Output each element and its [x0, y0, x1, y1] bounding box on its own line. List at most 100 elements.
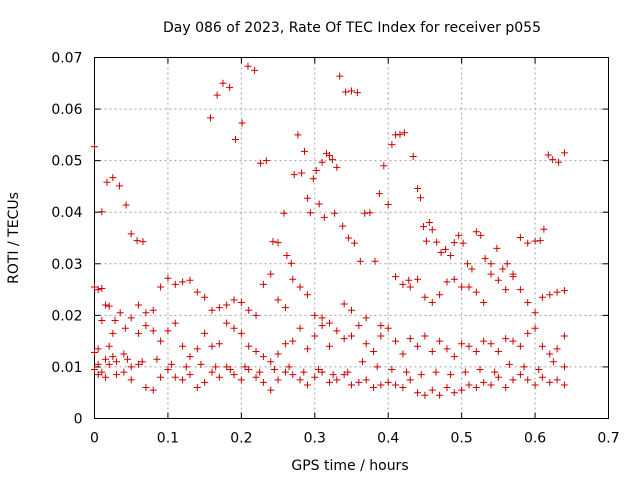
data-point: [103, 178, 111, 186]
data-point: [436, 391, 444, 399]
data-point: [256, 159, 264, 167]
data-point: [355, 322, 363, 330]
data-point: [432, 368, 440, 376]
data-point: [98, 317, 106, 325]
data-point: [536, 237, 544, 245]
data-point: [138, 358, 146, 366]
data-point: [333, 376, 341, 384]
data-point: [223, 363, 231, 371]
data-point: [480, 337, 488, 345]
data-point: [315, 200, 323, 208]
data-point: [193, 384, 201, 392]
data-point: [301, 147, 309, 155]
data-point: [311, 373, 319, 381]
data-point: [318, 322, 326, 330]
data-point: [560, 149, 568, 157]
data-point: [164, 366, 172, 374]
data-point: [450, 389, 458, 397]
data-point: [516, 371, 524, 379]
data-point: [329, 371, 337, 379]
data-point: [238, 119, 246, 127]
data-point: [549, 156, 557, 164]
data-point: [414, 275, 422, 283]
data-point: [245, 342, 253, 350]
data-point: [494, 276, 502, 284]
data-point: [283, 252, 291, 260]
y-tick-label: 0.05: [51, 154, 82, 170]
data-point: [300, 368, 308, 376]
data-point: [164, 327, 172, 335]
data-point: [377, 381, 385, 389]
data-point: [245, 306, 253, 314]
data-point: [491, 368, 499, 376]
data-point: [531, 381, 539, 389]
data-point: [223, 301, 231, 309]
data-points: [91, 62, 568, 399]
data-point: [487, 260, 495, 268]
data-point: [399, 350, 407, 358]
data-point: [333, 327, 341, 335]
data-point: [458, 340, 466, 348]
data-point: [325, 378, 333, 386]
data-point: [340, 300, 348, 308]
data-point: [406, 376, 414, 384]
data-point: [120, 350, 128, 358]
data-point: [318, 158, 326, 166]
data-point: [252, 347, 260, 355]
data-point: [318, 314, 326, 322]
data-point: [509, 376, 517, 384]
data-point: [384, 378, 392, 386]
data-point: [405, 276, 413, 284]
data-point: [472, 347, 480, 355]
data-point: [320, 213, 328, 221]
data-point: [546, 291, 554, 299]
data-point: [290, 171, 298, 179]
y-tick-label: 0.04: [51, 205, 82, 221]
data-point: [362, 340, 370, 348]
data-point: [465, 381, 473, 389]
data-point: [251, 66, 259, 74]
data-point: [481, 255, 489, 263]
data-point: [380, 162, 388, 170]
data-point: [348, 381, 355, 389]
data-point: [120, 368, 128, 376]
data-point: [524, 298, 532, 306]
data-point: [503, 260, 511, 268]
data-point: [480, 378, 488, 386]
data-point: [392, 381, 400, 389]
data-point: [127, 376, 135, 384]
data-point: [111, 317, 119, 325]
data-point: [94, 371, 102, 379]
data-point: [524, 376, 532, 384]
data-point: [520, 363, 528, 371]
data-point: [447, 371, 455, 379]
data-point: [461, 368, 469, 376]
data-point: [252, 311, 260, 319]
data-point: [193, 345, 201, 353]
data-point: [399, 280, 407, 288]
data-point: [370, 347, 378, 355]
x-tick-label: 0.5: [451, 431, 473, 447]
data-point: [94, 286, 102, 294]
data-point: [531, 309, 539, 317]
y-tick-label: 0: [74, 412, 83, 428]
data-point: [115, 182, 123, 190]
data-point: [465, 283, 473, 291]
data-point: [201, 329, 209, 337]
data-point: [226, 366, 234, 374]
data-point: [464, 260, 472, 268]
data-point: [197, 360, 205, 368]
x-axis-label: GPS time / hours: [291, 458, 408, 474]
data-point: [201, 293, 209, 301]
data-point: [201, 378, 209, 386]
data-point: [149, 327, 157, 335]
data-point: [437, 248, 445, 256]
y-tick-label: 0.01: [51, 360, 82, 376]
data-point: [400, 129, 408, 137]
data-point: [443, 345, 451, 353]
data-point: [328, 156, 336, 164]
data-point: [213, 91, 221, 99]
data-point: [425, 219, 433, 227]
